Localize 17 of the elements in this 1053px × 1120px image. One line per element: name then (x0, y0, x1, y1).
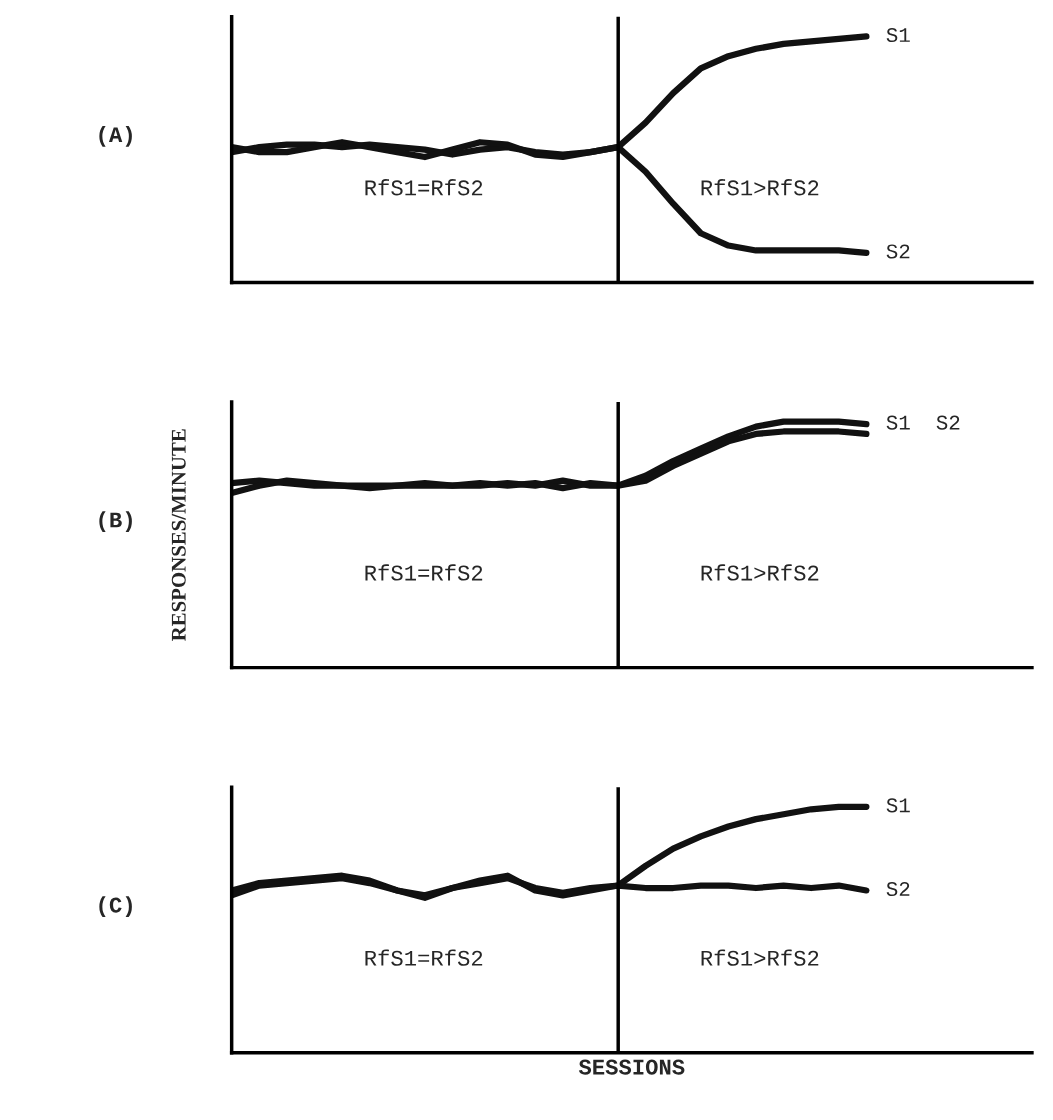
text: S2 (936, 415, 960, 430)
text: (A) (99, 125, 132, 147)
annotation: RfS1>RfS2 (701, 949, 819, 966)
series-label: S1 (886, 798, 910, 813)
series-label: S1 (886, 27, 910, 43)
annotation: RfS1=RfS2 (365, 179, 483, 196)
series-label: S2 (886, 881, 910, 897)
text: (B) (99, 511, 132, 532)
y-axis-title: RESPONSES/MINUTE (171, 429, 186, 641)
annotation: RfS1>RfS2 (701, 564, 819, 581)
annotation: RfS1=RfS2 (365, 564, 483, 581)
series-label: S1 (886, 415, 910, 430)
annotation: RfS1=RfS2 (365, 949, 483, 966)
annotation: RfS1>RfS2 (701, 179, 819, 196)
text: (C) (99, 896, 132, 918)
series-label: S2 (886, 244, 910, 259)
x-axis-title: SESSIONS (578, 1059, 685, 1075)
